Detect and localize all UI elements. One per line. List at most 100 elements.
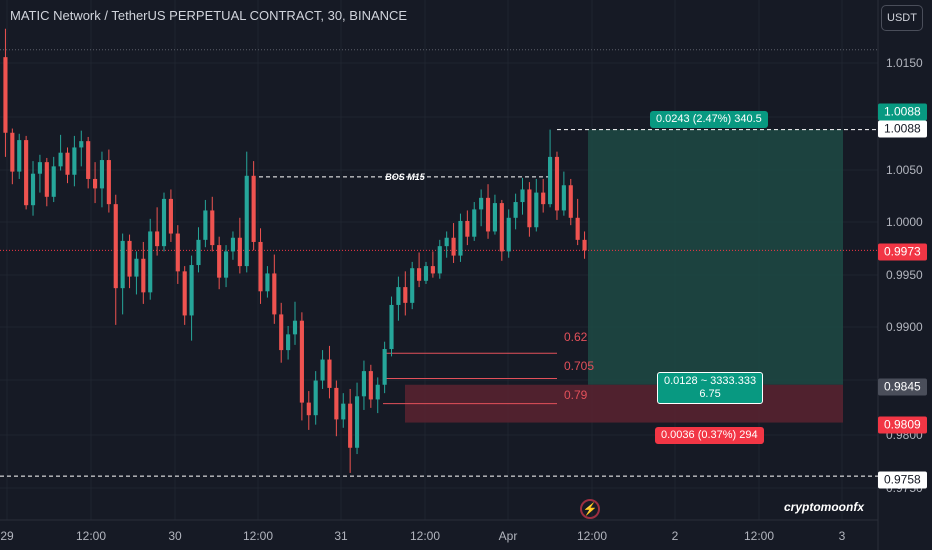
candle-body (182, 271, 187, 316)
candle-body (320, 359, 325, 381)
x-tick: 3 (838, 529, 846, 543)
candle-body (58, 152, 63, 167)
candle-body (382, 349, 387, 385)
candle-body (168, 198, 173, 234)
stop-label: 0.0036 (0.37%) 294 (655, 427, 764, 444)
high-price-tag: 1.0088 (878, 120, 927, 138)
target-price-tag: 1.0088 (878, 103, 927, 121)
candle-body (485, 197, 491, 232)
candle-body (17, 140, 22, 172)
candle-body (196, 239, 201, 266)
bos-label: BOS M15 (385, 172, 425, 182)
candle-body (410, 268, 415, 303)
candle-body (403, 287, 408, 303)
entry-label: 0.0128 ~ 3333.333 6.75 (657, 372, 764, 404)
stop-price-tag: 0.9809 (878, 416, 927, 434)
candle-body (527, 189, 532, 228)
fib-label: 0.79 (564, 388, 588, 402)
candle-body (51, 166, 56, 197)
candle-body (299, 320, 304, 403)
candle-body (113, 204, 118, 289)
candle-body (134, 258, 139, 277)
candle-body (458, 220, 463, 256)
x-tick: 12:00 (242, 529, 274, 543)
candle-body (361, 371, 367, 397)
candle-body (99, 160, 105, 189)
y-tick: 1.0000 (886, 215, 923, 229)
candle-body (292, 320, 298, 335)
candle-body (37, 162, 42, 174)
last-price-tag: 0.9973 (878, 243, 927, 261)
y-tick: 1.0150 (886, 56, 923, 70)
candle-body (86, 141, 91, 179)
x-tick: 12:00 (409, 529, 441, 543)
x-tick: 30 (168, 529, 182, 543)
candle-body (210, 210, 215, 246)
candle-body (479, 197, 484, 210)
candle-body (286, 334, 291, 351)
profit-zone (588, 129, 843, 385)
candle-body (3, 57, 8, 133)
candle-body (341, 403, 346, 420)
y-tick: 0.9950 (886, 268, 923, 282)
candle-body (368, 371, 373, 400)
candle-body (244, 175, 249, 267)
candle-body (354, 396, 360, 448)
candle-body (223, 251, 229, 278)
candle-body (265, 273, 270, 292)
candle-body (513, 202, 518, 218)
candle-body (472, 209, 477, 237)
candle-body (492, 203, 497, 232)
candle-body (65, 152, 70, 175)
x-tick: 12:00 (743, 529, 775, 543)
lightning-icon[interactable]: ⚡ (580, 499, 600, 519)
candle-body (582, 239, 587, 251)
candle-body (272, 273, 277, 315)
candle-body (279, 314, 284, 351)
candle-body (444, 237, 449, 247)
entry-label-line1: 0.0128 ~ 3333.333 (664, 375, 757, 387)
candle-body (568, 185, 573, 218)
candle-body (575, 217, 580, 240)
candle-body (389, 304, 394, 350)
low-price-tag: 0.9758 (878, 471, 927, 489)
candle-body (120, 240, 125, 289)
candle-body (548, 156, 553, 205)
x-tick: 12:00 (576, 529, 608, 543)
currency-button[interactable]: USDT (881, 5, 923, 31)
candle-body (306, 402, 311, 416)
candle-body (230, 237, 236, 252)
candle-body (396, 287, 401, 305)
candle-body (437, 246, 442, 274)
candle-body (348, 403, 353, 448)
candle-body (499, 203, 504, 252)
candle-body (161, 198, 167, 247)
candle-body (93, 178, 98, 189)
target-label: 0.0243 (2.47%) 340.5 (650, 111, 768, 128)
candle-body (375, 384, 380, 400)
fib-label: 0.705 (564, 359, 595, 373)
candle-body (72, 147, 77, 175)
candle-body (237, 237, 242, 267)
y-tick: 0.9900 (886, 320, 923, 334)
chart-title: MATIC Network / TetherUS PERPETUAL CONTR… (10, 8, 408, 23)
entry-price-tag: 0.9845 (878, 378, 927, 396)
watermark: cryptomoonfx (784, 500, 865, 514)
candle-body (44, 162, 49, 197)
x-tick: 2 (671, 529, 679, 543)
candle-body (217, 245, 222, 278)
y-tick: 1.0050 (886, 163, 923, 177)
entry-label-line2: 6.75 (699, 388, 721, 400)
candle-body (258, 241, 263, 292)
candle-body (506, 217, 511, 252)
x-tick: 31 (334, 529, 348, 543)
candle-body (534, 192, 539, 228)
candle-body (155, 231, 160, 247)
candle-body (334, 387, 339, 420)
candle-body (313, 380, 318, 416)
candle-body (148, 231, 153, 293)
candle-body (127, 240, 132, 277)
candle-body (541, 192, 546, 205)
candle-body (203, 210, 208, 240)
